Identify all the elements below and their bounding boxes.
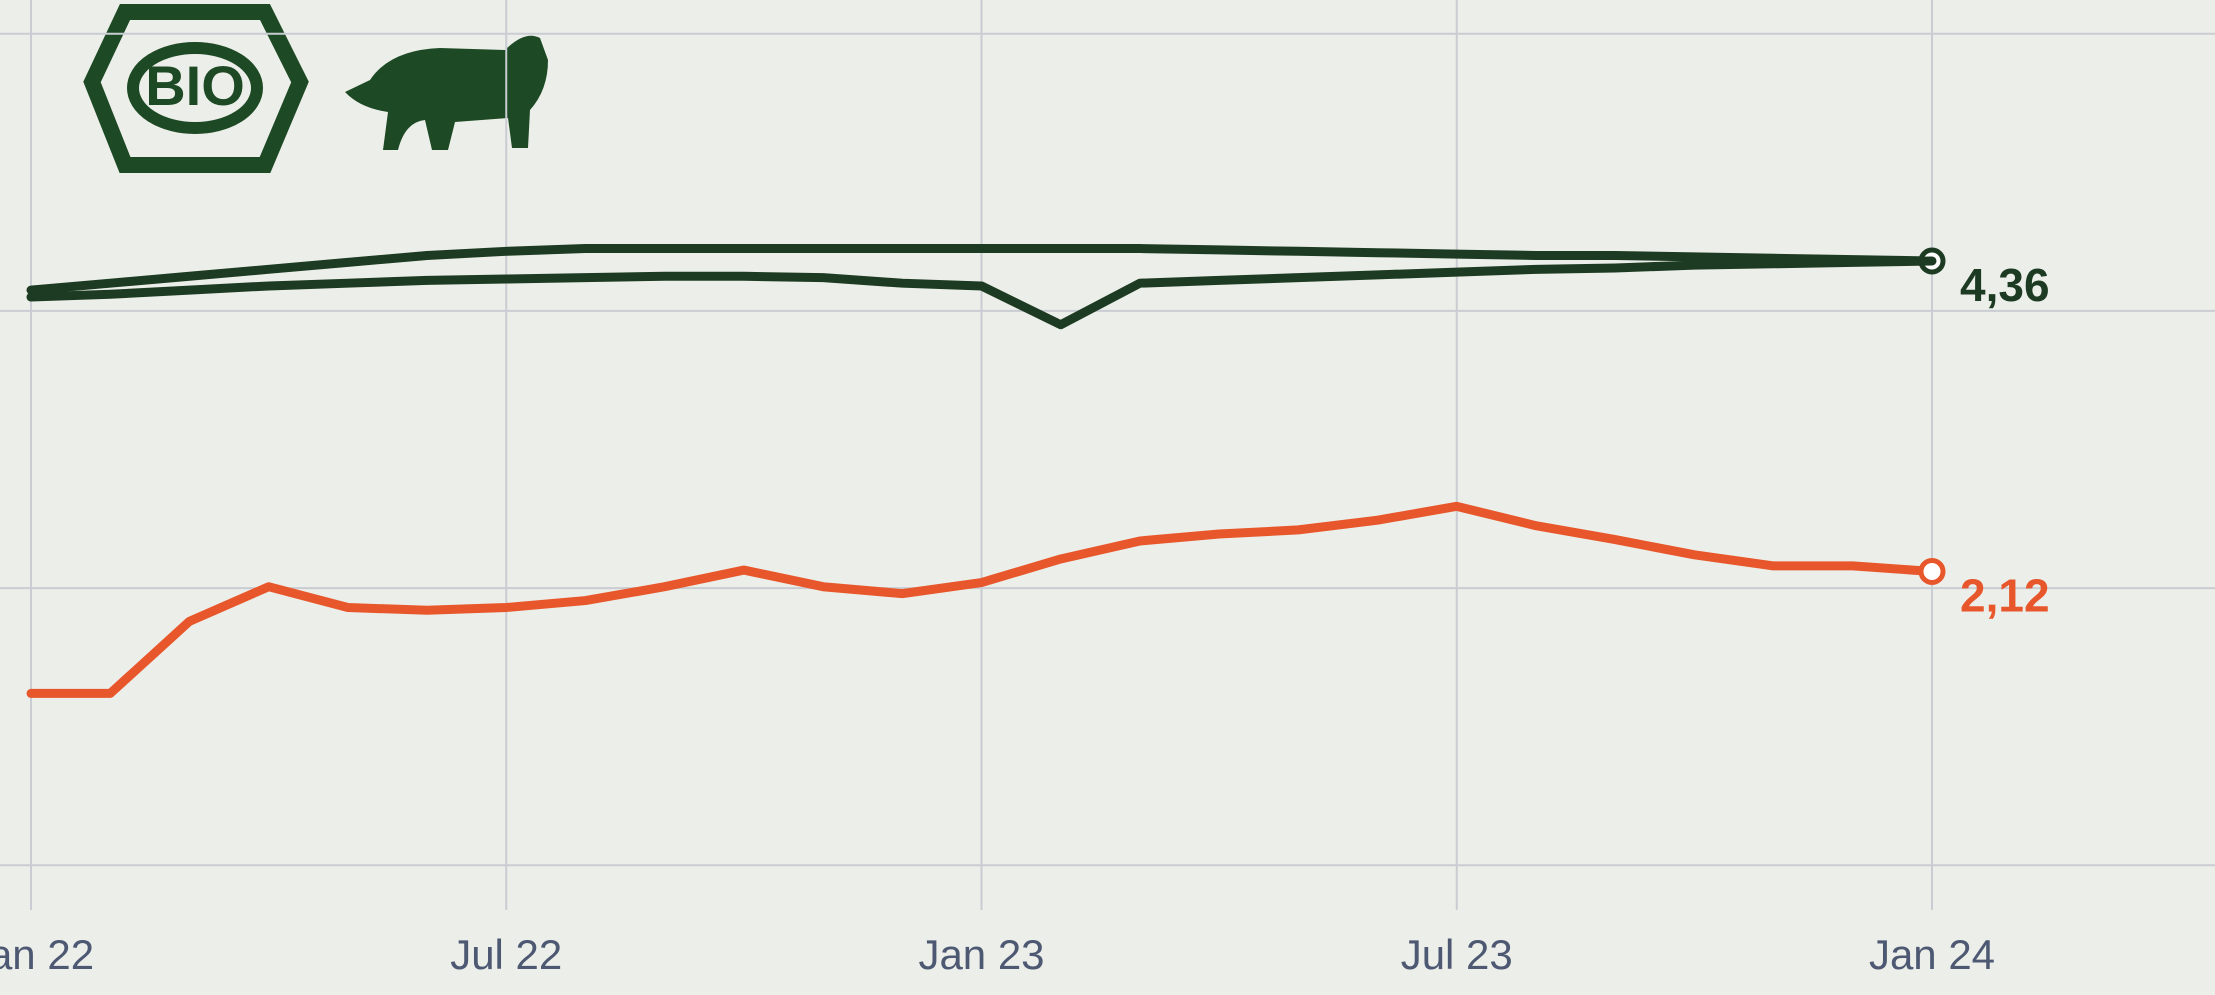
plot: 4,36 2,12 — [26, 244, 2050, 698]
value-label: 2,12 — [1960, 570, 2050, 622]
x-tick-label: Jan 24 — [1869, 931, 1995, 978]
x-tick-label: Jul 22 — [450, 931, 562, 978]
bio-oval — [127, 42, 263, 134]
value-label: 4,36 — [1960, 259, 2050, 311]
bio-text: BIO — [145, 54, 245, 117]
line-series — [26, 501, 1937, 698]
x-tick-label: Jan 22 — [0, 931, 94, 978]
line-series — [26, 244, 1937, 295]
line-series — [26, 256, 1937, 330]
icons: BIO — [83, 3, 548, 173]
end-point — [1918, 557, 1946, 585]
x-tick-label: Jul 23 — [1401, 931, 1513, 978]
bio-hexagon — [83, 3, 309, 173]
x-tick-label: Jan 23 — [918, 931, 1044, 978]
pig-icon — [345, 35, 548, 150]
